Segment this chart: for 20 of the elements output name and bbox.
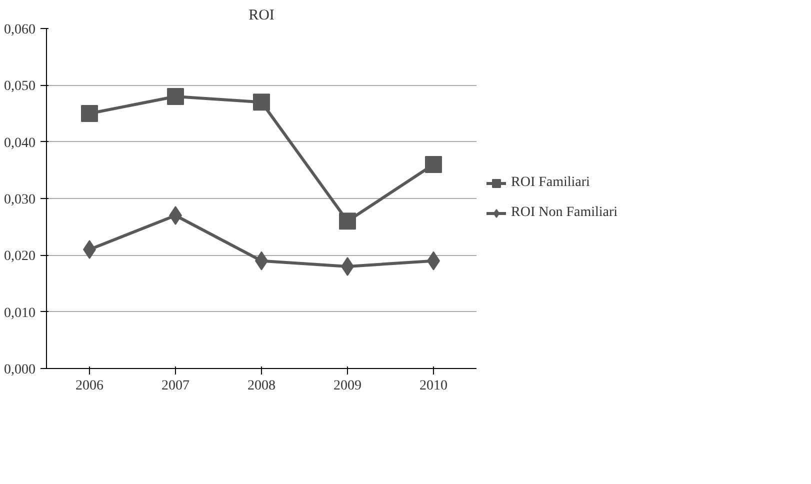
- chart-title: ROI: [248, 8, 274, 24]
- y-tick-label: 0,020: [4, 249, 36, 264]
- y-tick-label: 0,050: [4, 79, 36, 94]
- point: [81, 105, 98, 122]
- x-tick-label: 2006: [76, 378, 104, 394]
- point: [425, 156, 442, 173]
- y-tick-label: 0,000: [4, 362, 36, 378]
- x-tick-label: 2008: [248, 378, 276, 394]
- x-tick-label: 2007: [162, 378, 190, 394]
- y-tick-label: 0,040: [4, 136, 36, 151]
- y-tick-label: 0,030: [4, 192, 36, 208]
- point: [167, 88, 184, 105]
- legend-label: ROI Familiari: [511, 175, 590, 191]
- point: [339, 212, 356, 230]
- point: [253, 94, 270, 111]
- x-tick-label: 2010: [420, 378, 448, 394]
- x-tick-label: 2009: [334, 378, 362, 394]
- y-tick-label: 0,010: [4, 306, 36, 321]
- y-tick-label: 0,060: [4, 22, 36, 38]
- legend-label: ROI Non Familiari: [511, 205, 618, 221]
